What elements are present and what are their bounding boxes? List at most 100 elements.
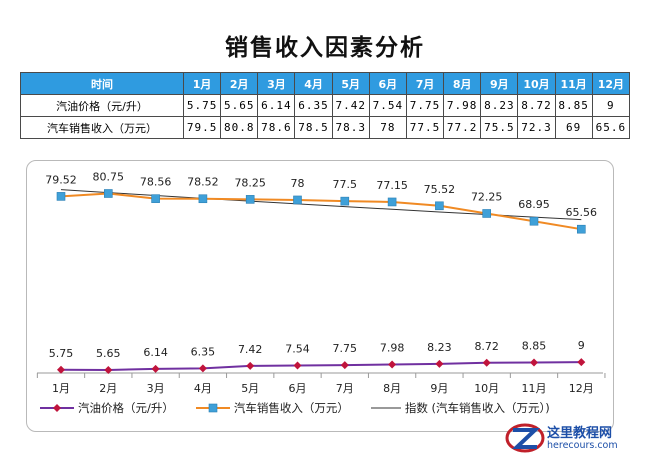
data-label-car-revenue: 78.56 — [140, 176, 172, 189]
legend-swatch-car-revenue — [195, 403, 230, 413]
page-title: 销售收入因素分析 — [225, 35, 425, 61]
month-header: 3月 — [257, 72, 296, 95]
data-point-car-revenue — [56, 192, 66, 201]
legend-swatch-gas-price — [40, 404, 74, 412]
month-header: 6月 — [368, 72, 407, 95]
data-point-gas-price — [151, 364, 160, 373]
table-cell: 7.75 — [405, 94, 445, 117]
data-label-gas-price: 7.98 — [380, 342, 405, 355]
x-tick-label: 6月 — [289, 382, 307, 395]
table-cell: 78 — [368, 116, 407, 139]
x-tick-label: 2月 — [99, 382, 117, 395]
data-label-gas-price: 7.75 — [333, 342, 358, 355]
table-cell: 78.5 — [294, 116, 333, 139]
table-header-row: 时间 1月 2月 3月 4月 5月 6月 7月 8月 9月 10月 11月 12… — [20, 72, 631, 95]
x-tick-label: 3月 — [147, 382, 165, 395]
month-header: 5月 — [331, 72, 370, 95]
table-cell: 7.42 — [331, 94, 370, 117]
table-cell: 77.5 — [405, 116, 445, 139]
watermark-site-name: 这里教程网 — [547, 426, 613, 441]
data-label-car-revenue: 75.52 — [424, 183, 456, 196]
data-label-gas-price: 5.75 — [49, 347, 74, 360]
month-header: 1月 — [182, 72, 222, 95]
data-point-car-revenue — [340, 196, 350, 206]
data-point-gas-price — [57, 365, 65, 374]
table-cell: 75.5 — [480, 116, 519, 139]
data-point-car-revenue — [435, 201, 444, 211]
table-cell: 7.98 — [443, 94, 482, 117]
month-header: 11月 — [554, 72, 593, 95]
table-cell: 69 — [554, 116, 593, 139]
legend-label-gas-price: 汽油价格（元/升） — [78, 401, 174, 415]
month-header: 10月 — [517, 72, 556, 95]
data-label-car-revenue: 78 — [291, 177, 305, 190]
row-label: 汽油价格（元/升） — [20, 94, 184, 117]
chart-legend: 汽油价格（元/升） 汽车销售收入（万元） 指数 (汽车销售收入（万元）) — [40, 398, 550, 418]
data-point-gas-price — [293, 361, 302, 370]
data-point-gas-price — [435, 359, 444, 368]
data-label-gas-price: 7.42 — [238, 343, 263, 356]
data-point-gas-price — [577, 358, 586, 367]
data-point-car-revenue — [387, 197, 397, 207]
data-point-gas-price — [482, 358, 491, 367]
x-tick-label: 9月 — [430, 382, 448, 395]
data-point-gas-price — [104, 366, 113, 374]
month-header: 12月 — [591, 72, 631, 95]
data-point-gas-price — [340, 361, 349, 370]
data-label-car-revenue: 72.25 — [471, 190, 503, 203]
data-point-gas-price — [388, 360, 397, 369]
legend-label-trendline: 指数 (汽车销售收入（万元）) — [404, 401, 550, 415]
x-tick-label: 11月 — [522, 382, 547, 395]
data-point-car-revenue — [245, 195, 255, 204]
data-point-car-revenue — [482, 209, 492, 218]
line-chart: 1月 2月 3月 4月 5月 6月 7月 8月 9月 10月 11月 12月 5.75 5.65 6.14 6… — [36, 171, 606, 395]
month-header: 8月 — [443, 72, 482, 95]
x-tick-label: 12月 — [569, 382, 594, 395]
table-cell: 78.3 — [331, 116, 370, 139]
data-point-car-revenue — [151, 194, 160, 203]
x-tick-label: 7月 — [336, 382, 354, 395]
table-cell: 79.5 — [182, 116, 222, 139]
data-point-gas-price — [198, 364, 207, 373]
row-label: 汽车销售收入（万元） — [20, 116, 184, 139]
table-cell: 65.6 — [591, 116, 631, 139]
data-point-car-revenue — [293, 195, 302, 205]
series-line-car-revenue — [60, 192, 582, 231]
watermark-logo: 这里教程网 herecours.com — [505, 420, 645, 456]
month-header: 9月 — [480, 72, 519, 95]
month-header: 4月 — [294, 72, 333, 95]
data-point-car-revenue — [198, 194, 208, 204]
table-cell: 5.75 — [182, 94, 222, 117]
table-cell: 8.85 — [554, 94, 593, 117]
data-point-gas-price — [530, 358, 538, 367]
chart-frame: 1月 2月 3月 4月 5月 6月 7月 8月 9月 10月 11月 12月 5.75 5.65 6.14 6… — [26, 160, 614, 432]
table-cell: 80.8 — [220, 116, 259, 139]
month-header: 7月 — [405, 72, 445, 95]
data-label-car-revenue: 78.25 — [234, 176, 266, 189]
x-tick-label: 5月 — [241, 382, 259, 395]
legend-item-trendline: 指数 (汽车销售收入（万元）) — [370, 400, 550, 416]
table-cell: 6.35 — [294, 94, 333, 117]
table-cell: 78.6 — [257, 116, 296, 139]
data-label-gas-price: 6.35 — [191, 345, 216, 358]
data-table: 时间 1月 2月 3月 4月 5月 6月 7月 8月 9月 10月 11月 12… — [20, 72, 631, 139]
table-cell: 8.72 — [517, 94, 556, 117]
data-label-gas-price: 8.72 — [474, 340, 499, 353]
data-label-gas-price: 6.14 — [143, 346, 168, 359]
data-label-car-revenue: 68.95 — [518, 198, 550, 211]
table-cell: 72.3 — [517, 116, 556, 139]
legend-label-car-revenue: 汽车销售收入（万元） — [233, 401, 349, 415]
legend-swatch-trendline — [370, 407, 401, 409]
data-label-gas-price: 9 — [578, 339, 585, 352]
x-tick-label: 1月 — [52, 382, 70, 395]
data-point-gas-price — [246, 361, 255, 370]
data-label-gas-price: 5.65 — [96, 347, 121, 360]
table-cell: 7.54 — [368, 94, 407, 117]
data-point-car-revenue — [529, 216, 539, 226]
month-header: 2月 — [220, 72, 259, 95]
data-label-gas-price: 7.54 — [285, 343, 310, 356]
data-label-car-revenue: 80.75 — [93, 171, 125, 184]
data-label-car-revenue: 79.52 — [45, 173, 77, 186]
data-label-car-revenue: 78.52 — [187, 176, 219, 189]
trendline — [60, 189, 582, 221]
